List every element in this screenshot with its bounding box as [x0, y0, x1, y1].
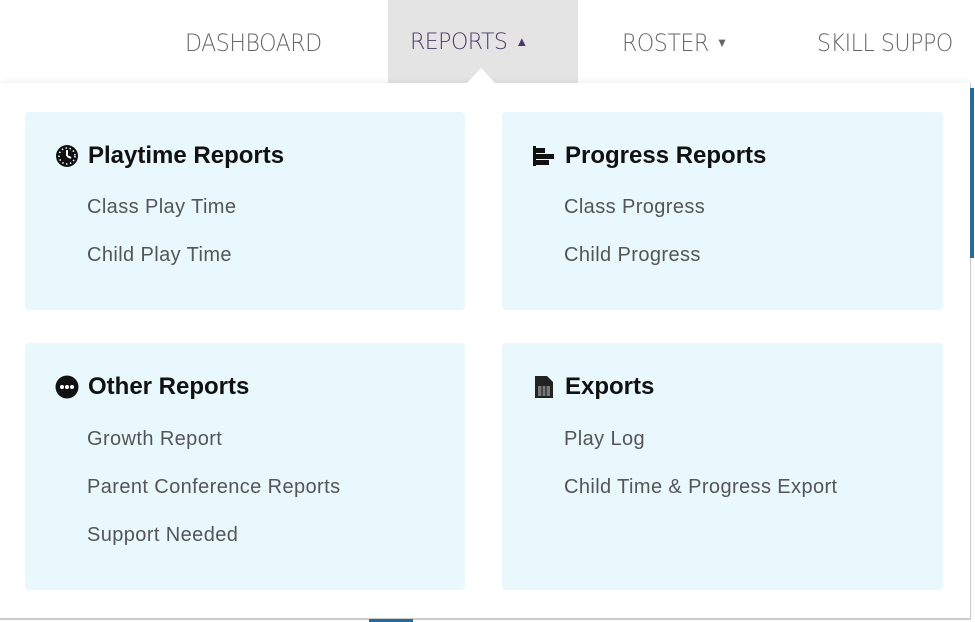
section-title-text: Other Reports	[88, 373, 250, 400]
top-nav: DASHBOARD REPORTS ▲ ROSTER ▼ SKILL SUPPO	[0, 0, 975, 83]
nav-label: DASHBOARD	[185, 29, 322, 57]
link-child-progress[interactable]: Child Progress	[564, 244, 701, 266]
progress-reports-card: Progress Reports Class Progress Child Pr…	[502, 112, 943, 310]
file-spreadsheet-icon	[532, 375, 556, 399]
clock-icon	[55, 144, 79, 168]
ellipsis-circle-icon	[55, 375, 79, 399]
section-title: Exports	[532, 373, 654, 401]
link-class-play-time[interactable]: Class Play Time	[87, 196, 237, 218]
nav-label: SKILL SUPPO	[817, 29, 953, 57]
link-child-time-progress-export[interactable]: Child Time & Progress Export	[564, 476, 838, 498]
caret-up-icon: ▲	[515, 35, 528, 50]
section-title-text: Progress Reports	[565, 142, 767, 169]
link-support-needed[interactable]: Support Needed	[87, 524, 239, 546]
other-reports-card: Other Reports Growth Report Parent Confe…	[25, 343, 465, 590]
reports-dropdown: Playtime Reports Class Play Time Child P…	[0, 83, 971, 620]
nav-skill-support[interactable]: SKILL SUPPO	[817, 0, 953, 83]
nav-label: ROSTER	[622, 29, 709, 57]
section-title: Other Reports	[55, 373, 249, 401]
section-title: Progress Reports	[532, 142, 766, 170]
section-title-text: Exports	[565, 373, 655, 400]
link-parent-conference-reports[interactable]: Parent Conference Reports	[87, 476, 341, 498]
bar-chart-icon	[532, 144, 556, 168]
scrollbar[interactable]	[970, 88, 974, 258]
nav-roster[interactable]: ROSTER ▼	[622, 0, 728, 83]
link-child-play-time[interactable]: Child Play Time	[87, 244, 232, 266]
background-element	[369, 619, 413, 622]
link-growth-report[interactable]: Growth Report	[87, 428, 223, 450]
section-title: Playtime Reports	[55, 142, 284, 170]
caret-down-icon: ▼	[716, 36, 728, 51]
link-class-progress[interactable]: Class Progress	[564, 196, 706, 218]
nav-dashboard[interactable]: DASHBOARD	[185, 0, 322, 83]
playtime-reports-card: Playtime Reports Class Play Time Child P…	[25, 112, 465, 310]
section-title-text: Playtime Reports	[88, 142, 285, 169]
dropdown-pointer	[467, 68, 495, 83]
nav-label: REPORTS	[410, 30, 508, 55]
exports-card: Exports Play Log Child Time & Progress E…	[502, 343, 943, 590]
link-play-log[interactable]: Play Log	[564, 428, 646, 450]
